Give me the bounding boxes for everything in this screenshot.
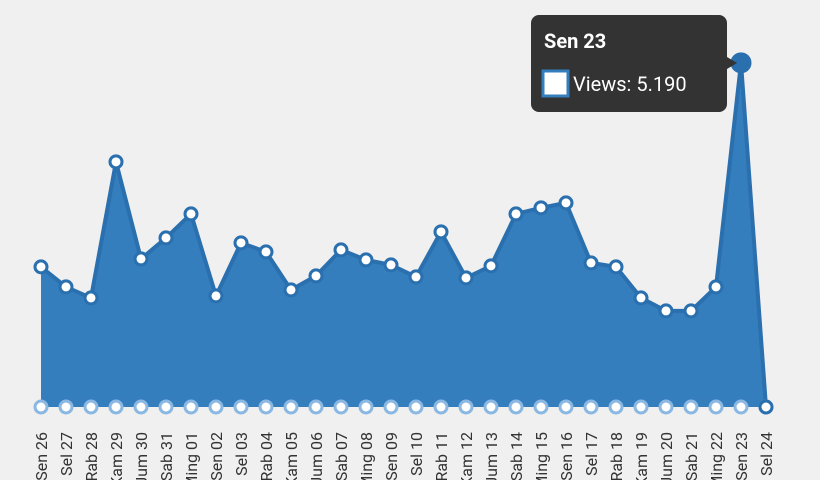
tooltip-swatch <box>541 69 570 98</box>
x-tick-label: Ming 01 <box>182 432 201 480</box>
data-point <box>83 290 99 306</box>
x-tick-label: Sab 31 <box>157 432 176 480</box>
x-tick-label: Rab 04 <box>257 432 276 480</box>
tooltip-arrow <box>727 57 737 69</box>
data-point <box>33 259 49 275</box>
base-point <box>583 399 599 415</box>
area-fill <box>41 62 766 408</box>
base-point <box>233 399 249 415</box>
base-point <box>633 399 649 415</box>
x-tick-label: Rab 28 <box>82 432 101 480</box>
data-point <box>358 252 374 268</box>
x-tick-label: Sab 21 <box>682 432 701 480</box>
x-tick-label: Rab 11 <box>432 432 451 480</box>
data-point <box>308 268 324 284</box>
base-point <box>283 399 299 415</box>
x-tick-label: Kam 05 <box>282 432 301 480</box>
tooltip-text: Views: 5.190 <box>573 72 687 96</box>
data-point <box>508 206 524 222</box>
x-tick-label: Sen 23 <box>732 432 751 480</box>
data-point <box>683 303 699 319</box>
base-point <box>558 399 574 415</box>
data-point <box>133 251 149 267</box>
x-tick-label: Jum 20 <box>657 432 676 480</box>
x-tick-label: Jum 30 <box>132 432 151 480</box>
tooltip-box <box>531 15 727 112</box>
x-tick-label: Ming 08 <box>357 432 376 480</box>
base-point <box>333 399 349 415</box>
x-tick-label: Ming 15 <box>532 432 551 480</box>
base-point <box>383 399 399 415</box>
data-point <box>758 399 774 415</box>
data-point <box>633 290 649 306</box>
base-point <box>683 399 699 415</box>
x-tick-label: Sel 10 <box>407 432 426 476</box>
base-point <box>208 399 224 415</box>
x-tick-label: Kam 29 <box>107 432 126 480</box>
x-tick-label: Sab 07 <box>332 432 351 480</box>
base-point <box>408 399 424 415</box>
data-point <box>408 269 424 285</box>
data-point <box>458 270 474 286</box>
base-point <box>108 399 124 415</box>
base-point <box>658 399 674 415</box>
x-tick-label: Sab 14 <box>507 432 526 480</box>
data-point <box>333 242 349 258</box>
x-tick-label: Sen 26 <box>32 432 51 480</box>
base-point <box>508 399 524 415</box>
base-point <box>733 399 749 415</box>
base-point <box>608 399 624 415</box>
data-point <box>158 230 174 246</box>
data-point <box>558 195 574 211</box>
data-point <box>483 258 499 274</box>
base-point <box>258 399 274 415</box>
data-point <box>533 200 549 216</box>
data-point <box>383 257 399 273</box>
base-point <box>83 399 99 415</box>
x-tick-label: Sel 03 <box>232 432 251 476</box>
base-point <box>358 399 374 415</box>
x-tick-label: Rab 18 <box>607 432 626 480</box>
x-tick-label: Sen 16 <box>557 432 576 480</box>
data-point <box>58 279 74 295</box>
base-point <box>158 399 174 415</box>
base-point <box>533 399 549 415</box>
data-point <box>208 288 224 304</box>
data-point <box>433 224 449 240</box>
base-point <box>33 399 49 415</box>
data-point <box>708 279 724 295</box>
x-tick-label: Sel 27 <box>57 432 76 476</box>
data-point <box>608 259 624 275</box>
x-tick-label: Sel 17 <box>582 432 601 476</box>
x-tick-label: Sel 24 <box>757 432 776 476</box>
x-tick-label: Jum 06 <box>307 432 326 480</box>
data-point <box>283 282 299 298</box>
tooltip: Sen 23 Views: 5.190 <box>531 15 737 112</box>
base-point <box>458 399 474 415</box>
data-point <box>233 235 249 251</box>
x-tick-label: Kam 12 <box>457 432 476 480</box>
x-tick-label: Sen 09 <box>382 432 401 480</box>
data-point <box>258 244 274 260</box>
base-point <box>183 399 199 415</box>
x-tick-label: Jum 13 <box>482 432 501 480</box>
data-point <box>183 206 199 222</box>
base-point <box>483 399 499 415</box>
base-point <box>708 399 724 415</box>
base-point <box>433 399 449 415</box>
x-tick-label: Sen 02 <box>207 432 226 480</box>
data-point <box>583 255 599 271</box>
x-tick-label: Kam 19 <box>632 432 651 480</box>
tooltip-title: Sen 23 <box>544 29 606 53</box>
base-point <box>58 399 74 415</box>
base-point <box>308 399 324 415</box>
x-tick-label: Ming 22 <box>707 432 726 480</box>
base-point <box>133 399 149 415</box>
data-point <box>658 303 674 319</box>
data-point <box>108 154 124 170</box>
